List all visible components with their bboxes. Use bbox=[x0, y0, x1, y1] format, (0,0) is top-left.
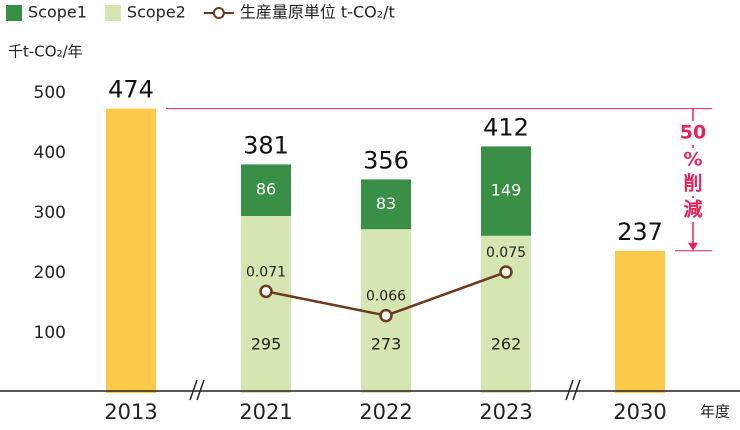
bar bbox=[481, 146, 531, 236]
y-tick-label: 300 bbox=[34, 203, 66, 223]
bar bbox=[361, 179, 411, 230]
y-tick-label: 500 bbox=[34, 83, 66, 103]
segment-label: 295 bbox=[251, 335, 282, 354]
x-axis-label: 年度 bbox=[700, 403, 730, 421]
bar bbox=[615, 250, 665, 393]
total-label: 412 bbox=[483, 113, 529, 141]
total-label: 381 bbox=[243, 131, 289, 159]
annotation-bg bbox=[681, 198, 705, 222]
segment-label: 149 bbox=[491, 181, 522, 200]
line-point bbox=[379, 308, 393, 323]
bar bbox=[241, 216, 291, 393]
annotation: 削 bbox=[683, 172, 702, 195]
point-label: 0.075 bbox=[486, 245, 526, 261]
y-tick-label: 100 bbox=[34, 323, 66, 343]
annotation-bg bbox=[681, 121, 705, 145]
bar bbox=[481, 235, 531, 393]
legend-swatch bbox=[6, 5, 22, 21]
segment-label: 86 bbox=[256, 180, 276, 199]
x-tick-label: 2022 bbox=[359, 400, 412, 424]
line-point bbox=[499, 265, 513, 279]
legend-swatch bbox=[104, 5, 121, 21]
x-tick-label: 2021 bbox=[239, 400, 292, 424]
line-point bbox=[259, 284, 273, 299]
x-tick-label: 2030 bbox=[613, 400, 666, 424]
total-label: 474 bbox=[108, 76, 154, 104]
annotation-bg bbox=[681, 148, 705, 172]
y-tick-label: 200 bbox=[34, 263, 66, 283]
total-label: 237 bbox=[617, 218, 663, 246]
total-label: 356 bbox=[363, 146, 409, 174]
legend-label: Scope1 bbox=[28, 3, 87, 22]
legend-marker bbox=[212, 7, 225, 19]
legend-label: Scope2 bbox=[127, 3, 186, 22]
y-axis-label: 千t-CO₂/年 bbox=[8, 43, 83, 61]
point-label: 0.066 bbox=[366, 289, 406, 305]
bar bbox=[106, 108, 156, 393]
x-tick-label: 2013 bbox=[104, 400, 157, 424]
y-tick-label: 400 bbox=[34, 143, 66, 163]
annotation: 減 bbox=[683, 198, 702, 221]
segment-label: 262 bbox=[491, 335, 522, 354]
annotation-bg bbox=[681, 172, 705, 196]
segment-label: 83 bbox=[376, 194, 396, 213]
point-label: 0.071 bbox=[246, 264, 286, 280]
annotation: % bbox=[683, 149, 702, 171]
legend-label: 生産量原単位 t-CO₂/t bbox=[240, 3, 395, 22]
axis-break bbox=[189, 379, 581, 401]
arrow-head bbox=[688, 242, 698, 251]
bar bbox=[241, 164, 291, 216]
x-tick-label: 2023 bbox=[479, 400, 532, 424]
segment-label: 273 bbox=[371, 335, 402, 354]
annotation: 50 bbox=[680, 122, 706, 144]
